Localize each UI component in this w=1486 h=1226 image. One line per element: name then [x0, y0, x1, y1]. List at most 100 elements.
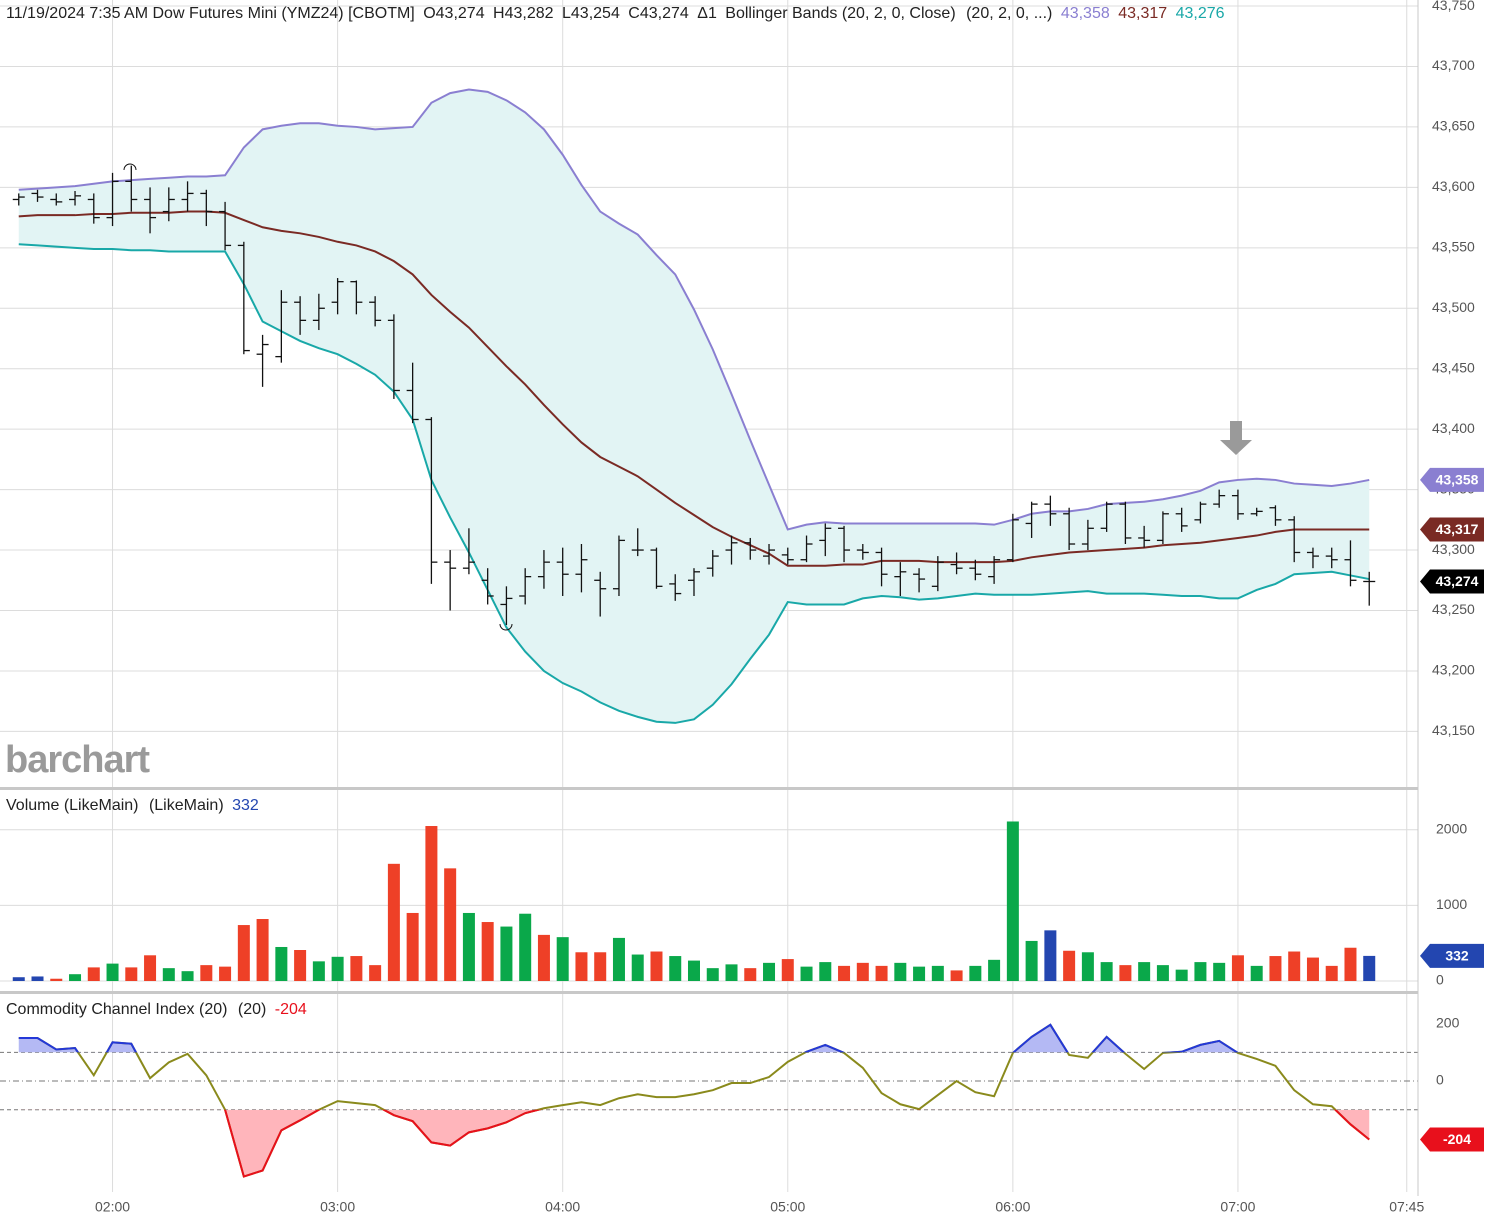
volume-bar — [969, 965, 982, 981]
volume-bar — [1138, 962, 1151, 981]
header-change: Δ1 — [697, 5, 717, 22]
oversold-fill — [18, 1109, 1370, 1177]
header-indicator-params: (20, 2, 0, ...) — [966, 5, 1052, 22]
overlay-layer: 11/19/2024 7:35 AM Dow Futures Mini (YMZ… — [0, 0, 1419, 1196]
header-high: H43,282 — [493, 5, 554, 22]
volume-badge-label: 332 — [1445, 948, 1469, 964]
volume-title: Volume (LikeMain) — [6, 797, 139, 814]
band-line — [18, 88, 1370, 531]
volume-bar — [106, 963, 119, 981]
header-title: 11/19/2024 7:35 AM Dow Futures Mini (YMZ… — [6, 5, 415, 22]
volume-bar — [425, 826, 438, 981]
volume-bar — [369, 965, 382, 981]
volume-bar — [500, 926, 513, 981]
volume-bar — [894, 962, 907, 981]
cci-oversold-line — [223, 1109, 1370, 1178]
cci-overbought-line — [18, 1023, 1240, 1053]
overbought-fill — [18, 1024, 1370, 1053]
x-tick-label: 04:00 — [545, 1199, 580, 1215]
x-tick-label: 05:00 — [770, 1199, 805, 1215]
volume-params: (LikeMain) — [149, 797, 224, 814]
volume-bar — [144, 955, 157, 981]
volume-bar — [1025, 940, 1038, 981]
volume-bar — [706, 968, 719, 981]
cci-line — [18, 1023, 1370, 1178]
volume-bar — [1100, 962, 1113, 981]
volume-bar — [69, 974, 82, 981]
cci-badge-label: -204 — [1443, 1131, 1471, 1147]
volume-bar — [950, 970, 963, 981]
volume-bar — [12, 977, 25, 981]
volume-bar — [612, 937, 625, 981]
band-badge-label: 43,358 — [1436, 472, 1479, 488]
volume-bar — [1081, 952, 1094, 981]
y-tick-label: 1000 — [1436, 896, 1467, 912]
y-tick-label: 43,750 — [1432, 0, 1475, 13]
volume-bar — [350, 956, 363, 981]
y-tick-label: 0 — [1436, 972, 1444, 988]
volume-bar — [294, 950, 307, 981]
panel-separator — [0, 991, 1418, 994]
volume-bar — [444, 868, 457, 981]
volume-bar — [631, 954, 644, 981]
header-middle-value: 43,317 — [1118, 5, 1167, 22]
volume-bar — [1231, 955, 1244, 981]
y-tick-label: 43,300 — [1432, 541, 1475, 557]
high-marker — [123, 163, 137, 171]
volume-bar — [744, 968, 757, 981]
y-tick-label: 43,200 — [1432, 662, 1475, 678]
volume-bar — [1175, 969, 1188, 981]
volume-bar — [819, 962, 832, 981]
volume-bar — [1006, 821, 1019, 981]
band-badge — [1420, 517, 1484, 542]
cci-badge — [1420, 1127, 1484, 1152]
y-tick-label: 43,500 — [1432, 299, 1475, 315]
volume-bar — [1269, 956, 1282, 981]
volume-bar — [1119, 965, 1132, 981]
x-tick-label: 07:00 — [1220, 1199, 1255, 1215]
volume-bar — [387, 863, 400, 981]
volume-bar — [763, 962, 776, 981]
volume-bar — [312, 961, 325, 981]
band-badge — [1420, 467, 1484, 492]
header-close: C43,274 — [628, 5, 689, 22]
volume-bar — [1063, 950, 1076, 981]
header-indicator: Bollinger Bands (20, 2, 0, Close) — [725, 5, 955, 22]
volume-bar — [856, 962, 869, 981]
volume-bar — [1363, 955, 1376, 981]
header-open: O43,274 — [423, 5, 484, 22]
y-tick-label: 43,550 — [1432, 239, 1475, 255]
volume-bar — [219, 966, 232, 981]
volume-bar — [725, 964, 738, 981]
cci-header-value: -204 — [275, 1001, 307, 1018]
x-tick-label: 06:00 — [995, 1199, 1030, 1215]
y-tick-label: 2000 — [1436, 821, 1467, 837]
volume-bar — [50, 978, 63, 981]
x-tick-label: 02:00 — [95, 1199, 130, 1215]
band-fill — [18, 89, 1370, 723]
volume-bar — [781, 959, 794, 981]
volume-bar — [1044, 930, 1057, 981]
volume-bar — [31, 976, 44, 981]
panel-separator — [0, 787, 1418, 790]
volume-bar — [988, 959, 1001, 981]
volume-bar — [87, 967, 100, 981]
volume-bar — [687, 960, 700, 981]
y-tick-label: 43,400 — [1432, 420, 1475, 436]
volume-bar — [1250, 965, 1263, 981]
volume-bar — [838, 965, 851, 981]
y-tick-label: 0 — [1436, 1072, 1444, 1088]
cci-params: (20) — [238, 1001, 266, 1018]
volume-bar — [1288, 951, 1301, 981]
volume-bar — [481, 922, 494, 981]
volume-bar — [1156, 965, 1169, 981]
price-header: 11/19/2024 7:35 AM Dow Futures Mini (YMZ… — [6, 5, 1225, 22]
close-badge-label: 43,274 — [1436, 573, 1479, 589]
y-tick-label: 43,450 — [1432, 359, 1475, 375]
volume-bar — [1213, 962, 1226, 981]
volume-header: Volume (LikeMain) (LikeMain) 332 — [6, 797, 259, 814]
volume-bar — [1194, 962, 1207, 981]
volume-bar — [462, 912, 475, 981]
cci-title: Commodity Channel Index (20) — [6, 1001, 227, 1018]
